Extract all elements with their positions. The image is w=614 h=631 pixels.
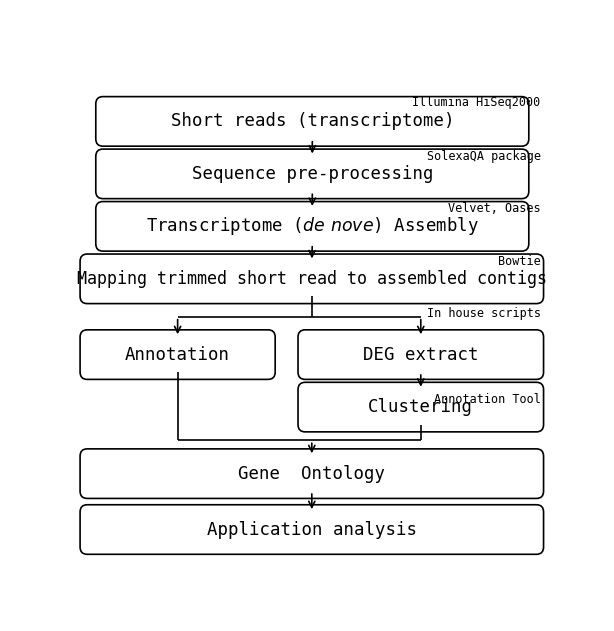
FancyBboxPatch shape <box>80 330 275 379</box>
FancyBboxPatch shape <box>298 330 543 379</box>
FancyBboxPatch shape <box>80 449 543 498</box>
Text: Gene  Ontology: Gene Ontology <box>238 464 386 483</box>
Text: SolexaQA package: SolexaQA package <box>427 150 541 163</box>
FancyBboxPatch shape <box>298 382 543 432</box>
Text: Application analysis: Application analysis <box>207 521 417 538</box>
Text: Short reads (transcriptome): Short reads (transcriptome) <box>171 112 454 131</box>
FancyBboxPatch shape <box>80 254 543 304</box>
FancyBboxPatch shape <box>96 201 529 251</box>
Text: Illumina HiSeq2000: Illumina HiSeq2000 <box>413 96 541 109</box>
Text: DEG extract: DEG extract <box>363 346 478 363</box>
FancyBboxPatch shape <box>80 505 543 554</box>
Text: Bowtie: Bowtie <box>498 255 541 268</box>
Text: Mapping trimmed short read to assembled contigs: Mapping trimmed short read to assembled … <box>77 270 547 288</box>
Text: Sequence pre-processing: Sequence pre-processing <box>192 165 433 183</box>
Text: Velvet, Oases: Velvet, Oases <box>448 202 541 215</box>
Text: Clustering: Clustering <box>368 398 473 416</box>
Text: In house scripts: In house scripts <box>427 307 541 320</box>
FancyBboxPatch shape <box>96 97 529 146</box>
Text: Transcriptome ($\it{de\ nove}$) Assembly: Transcriptome ($\it{de\ nove}$) Assembly <box>146 215 479 237</box>
FancyBboxPatch shape <box>96 149 529 199</box>
Text: Annotation Tool: Annotation Tool <box>434 392 541 406</box>
Text: Annotation: Annotation <box>125 346 230 363</box>
